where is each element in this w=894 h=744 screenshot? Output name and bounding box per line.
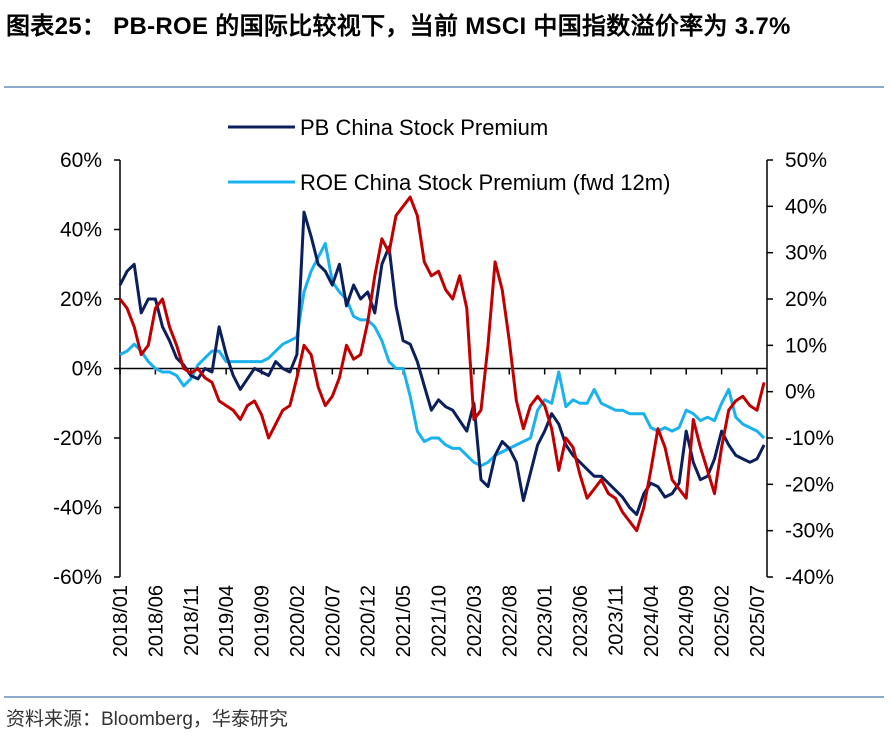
left-tick-label: -40% — [53, 497, 102, 520]
source-note: 资料来源：Bloomberg，华泰研究 — [6, 709, 288, 730]
right-tick-label: 40% — [785, 195, 827, 218]
right-tick-label: 10% — [785, 334, 827, 357]
x-tick-label: 2020/07 — [322, 585, 344, 657]
x-tick-label: 2025/02 — [712, 585, 734, 657]
chart-title: 图表25： PB-ROE 的国际比较视下，当前 MSCI 中国指数溢价率为 3.… — [6, 13, 791, 40]
x-tick-label: 2023/11 — [605, 585, 627, 656]
x-tick-label: 2022/08 — [499, 585, 521, 657]
x-tick-label: 2018/11 — [181, 585, 203, 656]
x-tick-label: 2019/04 — [216, 585, 238, 657]
x-tick-label: 2018/06 — [145, 585, 167, 657]
left-tick-label: 60% — [60, 149, 102, 172]
title-divider — [4, 86, 884, 88]
x-tick-label: 2023/06 — [570, 585, 592, 657]
left-tick-label: 20% — [60, 288, 102, 311]
x-tick-label: 2023/01 — [535, 585, 557, 657]
x-tick-label: 2022/03 — [464, 585, 486, 657]
right-tick-label: -10% — [785, 427, 834, 450]
x-tick-label: 2019/09 — [252, 585, 274, 657]
left-tick-label: -60% — [53, 566, 102, 589]
left-tick-label: 40% — [60, 219, 102, 242]
x-tick-label: 2020/02 — [287, 585, 309, 657]
chart: 60% 40% 20% 0% -20% -40% -60% 50% 40% 30% 20% 10% 0%… — [53, 115, 834, 657]
right-tick-label: -40% — [785, 566, 834, 589]
legend-label-roe: ROE China Stock Premium (fwd 12m) — [300, 170, 670, 195]
legend: PB China Stock Premium ROE China Stock P… — [228, 115, 670, 195]
right-tick-label: 0% — [785, 381, 815, 404]
x-tick-label: 2021/10 — [429, 585, 451, 657]
right-tick-label: 30% — [785, 242, 827, 265]
x-tick-label: 2020/12 — [358, 585, 380, 657]
axes: 60% 40% 20% 0% -20% -40% -60% 50% 40% 30% 20% 10% 0%… — [53, 149, 834, 657]
right-tick-label: 20% — [785, 288, 827, 311]
left-tick-label: -20% — [53, 427, 102, 450]
left-tick-label: 0% — [72, 358, 102, 381]
right-tick-label: -20% — [785, 473, 834, 496]
x-tick-label: 2024/09 — [676, 585, 698, 657]
series-line-2 — [118, 195, 766, 533]
right-tick-label: -30% — [785, 520, 834, 543]
right-tick-label: 50% — [785, 149, 827, 172]
source-divider — [4, 696, 884, 698]
series-line-0 — [118, 210, 766, 516]
x-tick-label: 2018/01 — [110, 585, 132, 657]
legend-label-pb: PB China Stock Premium — [300, 115, 548, 140]
x-tick-label: 2024/04 — [641, 585, 663, 657]
x-tick-label: 2021/05 — [393, 585, 415, 657]
series-lines — [118, 195, 766, 533]
x-tick-label: 2025/07 — [747, 585, 769, 657]
